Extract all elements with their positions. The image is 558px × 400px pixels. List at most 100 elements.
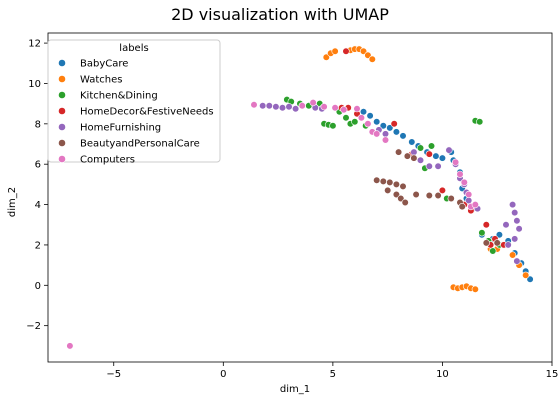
point-0-5 xyxy=(392,128,401,136)
point-5-8 xyxy=(401,198,409,207)
point-1-9 xyxy=(368,55,376,63)
legend-entry: BabyCare xyxy=(80,59,128,70)
point-5-12 xyxy=(412,190,420,199)
point-6-3 xyxy=(309,98,317,107)
point-5-13 xyxy=(425,191,433,200)
point-6-5 xyxy=(331,104,339,112)
legend-entry: Kitchen&Dining xyxy=(80,91,158,102)
point-5-5 xyxy=(384,186,392,194)
x-tick-label: 0 xyxy=(220,369,226,380)
point-4-14 xyxy=(445,146,453,154)
x-tick-label: −5 xyxy=(106,369,121,380)
point-6-7 xyxy=(353,105,361,113)
y-tick-label: 6 xyxy=(35,160,41,171)
point-0-20 xyxy=(495,231,504,239)
point-0-0 xyxy=(359,108,368,116)
x-tick-label: 15 xyxy=(546,369,558,380)
point-6-4 xyxy=(320,103,328,111)
point-6-2 xyxy=(298,102,306,110)
point-5-7 xyxy=(397,194,405,203)
point-0-4 xyxy=(386,124,394,132)
point-4-0 xyxy=(259,102,267,110)
point-6-18 xyxy=(471,201,479,209)
x-tick-label: 10 xyxy=(436,369,449,380)
point-1-18 xyxy=(508,251,517,259)
y-tick-label: 10 xyxy=(28,79,41,90)
legend-marker xyxy=(58,139,66,147)
legend-entry: HomeDecor&FestiveNeeds xyxy=(80,107,214,118)
point-5-15 xyxy=(447,194,455,203)
point-4-1 xyxy=(265,102,273,110)
y-axis-label: dim_2 xyxy=(7,187,18,217)
point-2-11 xyxy=(329,122,337,130)
point-5-3 xyxy=(392,180,401,188)
y-tick-label: 4 xyxy=(35,200,41,211)
point-6-0 xyxy=(66,342,74,350)
point-4-5 xyxy=(292,105,300,113)
point-4-26 xyxy=(511,235,519,243)
point-5-14 xyxy=(434,191,442,200)
legend-marker xyxy=(58,107,66,115)
point-4-21 xyxy=(502,221,510,229)
point-0-1 xyxy=(366,112,374,120)
point-0-7 xyxy=(408,138,416,146)
point-0-11 xyxy=(438,154,447,162)
point-6-6 xyxy=(340,106,348,114)
chart-title: 2D visualization with UMAP xyxy=(171,5,389,24)
point-3-10 xyxy=(482,221,490,229)
y-tick-label: −2 xyxy=(26,321,41,332)
point-5-4 xyxy=(399,182,407,190)
point-3-6 xyxy=(425,150,433,158)
point-4-28 xyxy=(513,257,521,265)
point-2-18 xyxy=(476,118,484,126)
point-2-6 xyxy=(342,114,350,122)
point-4-22 xyxy=(508,201,517,209)
point-4-2 xyxy=(272,103,280,111)
plot-frame xyxy=(47,32,553,363)
legend-title: labels xyxy=(119,43,148,54)
point-6-16 xyxy=(465,190,473,199)
point-5-18 xyxy=(482,239,490,247)
legend: labels BabyCare Watches Kitchen&Dining Home… xyxy=(47,39,221,166)
points-layer xyxy=(66,45,534,350)
point-1-8 xyxy=(364,51,372,59)
x-tick-label: 5 xyxy=(330,369,336,380)
legend-marker xyxy=(58,75,66,83)
point-1-0 xyxy=(322,53,330,61)
point-5-0 xyxy=(373,176,381,184)
point-4-9 xyxy=(381,130,390,138)
point-0-6 xyxy=(399,132,407,140)
point-0-2 xyxy=(373,118,381,126)
point-5-1 xyxy=(379,177,387,185)
point-6-9 xyxy=(364,120,372,128)
legend-entry: Watches xyxy=(80,75,123,86)
legend-marker xyxy=(58,123,66,131)
legend-entry: BeautyandPersonalCare xyxy=(80,139,200,150)
point-4-24 xyxy=(513,217,521,225)
point-2-8 xyxy=(351,118,359,126)
point-4-27 xyxy=(504,241,512,249)
point-0-10 xyxy=(432,152,440,160)
point-1-2 xyxy=(331,47,339,55)
point-1-7 xyxy=(359,47,368,55)
point-3-4 xyxy=(390,120,398,128)
legend-marker xyxy=(58,91,66,99)
point-5-17 xyxy=(458,203,466,211)
x-axis-label: dim_1 xyxy=(280,384,310,395)
point-6-14 xyxy=(456,170,464,178)
y-tick-label: 12 xyxy=(28,39,41,50)
legend-marker xyxy=(58,155,66,163)
axes: −5 0 5 10 15 −2 0 2 4 6 8 10 12 xyxy=(26,32,558,380)
point-5-2 xyxy=(386,178,394,186)
legend-marker xyxy=(58,59,66,67)
point-4-3 xyxy=(278,104,287,112)
legend-entry: Computers xyxy=(80,155,135,166)
point-2-21 xyxy=(489,247,497,255)
point-5-10 xyxy=(403,152,412,160)
point-0-3 xyxy=(379,122,387,130)
y-tick-label: 2 xyxy=(35,240,41,251)
point-3-7 xyxy=(438,186,447,194)
point-4-23 xyxy=(511,209,519,217)
point-5-11 xyxy=(410,154,418,162)
